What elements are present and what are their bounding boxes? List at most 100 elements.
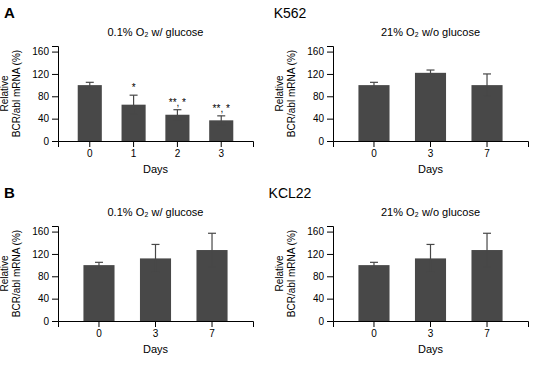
x-tick-label: 3 — [153, 328, 159, 339]
y-tick-mark — [52, 276, 58, 277]
y-tick-label: 0 — [43, 316, 49, 327]
y-tick-label: 80 — [38, 271, 50, 282]
y-tick-label: 0 — [43, 136, 49, 147]
y-axis-title-line: BCR/abl mRNA (%) — [11, 50, 22, 137]
error-bar — [370, 82, 378, 88]
error-bar-cap — [86, 87, 94, 88]
y-axis-title-line: BCR/abl mRNA (%) — [11, 230, 22, 317]
x-tick-mark — [430, 321, 431, 327]
y-tick-mark — [327, 232, 333, 233]
y-tick-mark — [327, 141, 333, 142]
error-bar — [95, 262, 103, 268]
panel-label: A — [4, 4, 15, 21]
bar — [358, 85, 389, 141]
panel: 0370408012016021% O₂ w/o glucoseDaysRela… — [274, 206, 529, 355]
error-bar — [427, 244, 435, 272]
error-bar-stem — [486, 233, 487, 267]
x-tick-mark — [487, 141, 488, 147]
y-axis-title-line: Relative — [0, 255, 10, 292]
x-tick: 0 — [87, 141, 93, 159]
x-tick-mark — [98, 321, 99, 327]
y-tick-label: 160 — [307, 46, 324, 57]
annotation: **, * — [169, 97, 186, 108]
x-tick: 0 — [96, 321, 102, 339]
y-tick-label: 120 — [307, 69, 324, 80]
error-bar — [208, 233, 216, 267]
y-tick: 40 — [313, 113, 333, 124]
bar — [78, 85, 102, 141]
x-tick-label: 2 — [175, 148, 181, 159]
panel: 0 3 7 0 40 80 120 160 0.1% O₂ w/ glucose Days Rela… — [0, 206, 254, 355]
error-bar-stem — [211, 233, 212, 267]
x-tick-label: 7 — [484, 328, 490, 339]
x-axis-line — [59, 142, 254, 148]
bar — [415, 73, 446, 141]
x-tick: 7 — [484, 141, 490, 159]
y-axis-line — [327, 47, 334, 142]
y-tick: 80 — [313, 91, 333, 102]
y-tick-mark — [327, 119, 333, 120]
y-tick: 80 — [313, 271, 333, 282]
bar — [358, 265, 389, 321]
x-tick-mark — [133, 141, 134, 147]
error-bar-cap — [427, 244, 435, 245]
x-tick: 2 — [175, 141, 181, 159]
y-tick: 80 — [38, 91, 58, 102]
y-tick-label: 120 — [32, 69, 49, 80]
y-tick-label: 40 — [38, 293, 50, 304]
error-bar-cap — [130, 95, 138, 96]
y-tick: 160 — [307, 46, 333, 57]
x-axis-line — [334, 322, 529, 328]
x-tick-label: 7 — [484, 148, 490, 159]
y-tick: 120 — [32, 249, 58, 260]
y-tick-mark — [327, 276, 333, 277]
y-tick-mark — [327, 74, 333, 75]
error-bar-stem — [155, 244, 156, 272]
error-bar-cap — [208, 233, 216, 234]
annotation: **, * — [213, 103, 230, 114]
x-tick-label: 3 — [428, 148, 434, 159]
y-axis: 04080120160 — [307, 46, 333, 146]
y-axis-line — [52, 47, 59, 142]
x-axis-title: Days — [418, 163, 444, 175]
y-axis-title-line: Relative — [274, 255, 285, 292]
y-tick-label: 120 — [307, 249, 324, 260]
x-tick-mark — [155, 321, 156, 327]
error-bar-cap — [217, 115, 225, 116]
error-bar-cap — [152, 272, 160, 273]
y-tick-mark — [52, 119, 58, 120]
x-tick: 3 — [428, 141, 434, 159]
x-tick: 0 — [371, 321, 377, 339]
y-tick-label: 160 — [32, 46, 49, 57]
error-bar — [427, 70, 435, 76]
error-bar-stem — [430, 70, 431, 76]
error-bar — [86, 82, 94, 88]
y-axis-title: RelativeBCR/abl mRNA (%) — [274, 50, 297, 137]
x-axis-title: Days — [143, 343, 169, 355]
x-tick-mark — [430, 141, 431, 147]
y-axis-title-line: BCR/abl mRNA (%) — [286, 50, 297, 137]
error-bar-cap — [483, 266, 491, 267]
subplot-title: 0.1% O₂ w/ glucose — [108, 206, 204, 218]
x-axis-title: Days — [418, 343, 444, 355]
error-bar-cap — [95, 267, 103, 268]
y-tick-mark — [52, 232, 58, 233]
x-tick-label: 7 — [209, 328, 215, 339]
y-tick: 40 — [313, 293, 333, 304]
error-bar-cap — [152, 244, 160, 245]
y-tick-label: 160 — [32, 226, 49, 237]
y-axis-title: RelativeBCR/abl mRNA (%) — [0, 230, 22, 317]
y-tick: 120 — [307, 69, 333, 80]
y-axis-title: RelativeBCR/abl mRNA (%) — [0, 50, 22, 137]
error-bar-cap — [483, 233, 491, 234]
y-tick-mark — [52, 52, 58, 53]
error-bar-stem — [221, 116, 222, 125]
figure: AK562BKCL22012304080120160***, ***, *0.1… — [0, 0, 550, 376]
y-tick-label: 120 — [32, 249, 49, 260]
y-axis: 04080120160 — [307, 226, 333, 326]
y-axis-line — [327, 227, 334, 322]
error-bar — [370, 262, 378, 268]
error-bar-cap — [483, 73, 491, 74]
annotation: * — [132, 82, 136, 93]
error-bar-cap — [370, 267, 378, 268]
